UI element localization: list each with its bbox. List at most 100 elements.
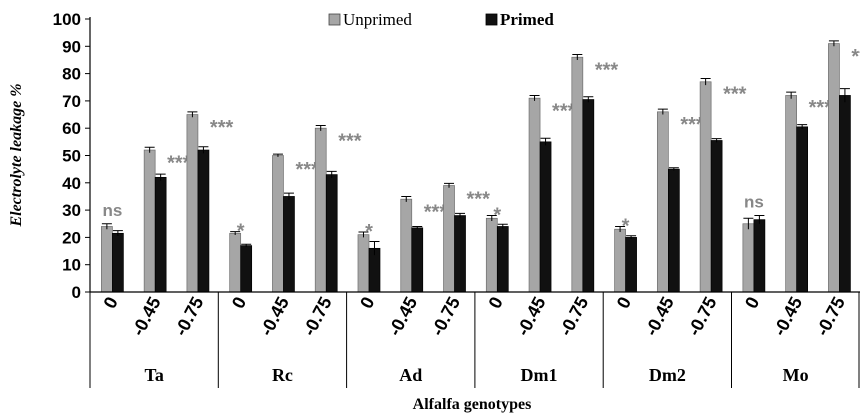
error-bar (754, 215, 765, 224)
legend-swatch-unprimed (328, 13, 341, 26)
level-tick-label: -0.45 (641, 293, 678, 339)
bar-primed (539, 141, 552, 293)
error-bar (700, 78, 711, 86)
error-bar (797, 124, 808, 130)
y-tick-label: 10 (62, 256, 81, 275)
level-tick-label: -0.75 (812, 293, 849, 339)
error-bar (112, 230, 123, 237)
error-bar (315, 124, 326, 131)
level-tick-label: 0 (484, 293, 506, 311)
error-bar (455, 212, 466, 218)
y-tick-label: 0 (72, 283, 81, 302)
bar-primed (325, 174, 338, 293)
bar-primed (454, 215, 466, 293)
level-tick-label: -0.45 (769, 293, 806, 339)
error-bar (529, 94, 540, 101)
bar-unprimed (143, 149, 156, 293)
error-bar (615, 225, 626, 232)
significance-label: *** (851, 46, 860, 68)
error-bar (198, 146, 209, 154)
error-bar (444, 182, 455, 188)
significance-label: *** (338, 130, 362, 152)
error-bar (711, 138, 722, 143)
bar-primed (625, 237, 637, 293)
error-bar (540, 137, 551, 146)
level-tick-label: -0.45 (513, 293, 550, 339)
legend-label-unprimed: Unprimed (343, 10, 412, 29)
level-tick-label: -0.75 (427, 293, 464, 339)
error-bar (101, 223, 112, 230)
level-tick-label: 0 (356, 293, 378, 311)
significance-label: *** (552, 100, 576, 122)
bar-primed (667, 168, 680, 293)
significance-label: * (365, 221, 373, 243)
error-bar (283, 192, 294, 200)
bar-primed (411, 227, 424, 293)
legend-label-primed: Primed (500, 10, 554, 29)
error-bar (230, 231, 241, 235)
level-tick-label: 0 (228, 293, 250, 311)
level-tick-label: -0.75 (299, 293, 336, 339)
bar-primed (112, 232, 124, 293)
level-tick-label: 0 (613, 293, 635, 311)
error-bar (786, 91, 797, 99)
error-bar (839, 88, 850, 103)
y-tick-label: 20 (62, 228, 81, 247)
significance-label: *** (210, 117, 234, 139)
bar-unprimed (571, 56, 584, 293)
genotype-label: Ad (399, 365, 422, 385)
y-tick-label: 70 (62, 92, 81, 111)
bar-unprimed (314, 127, 327, 293)
y-tick-label: 60 (62, 119, 81, 138)
genotype-label: Dm2 (649, 365, 686, 385)
y-tick-label: 30 (62, 201, 81, 220)
significance-label: ns (102, 201, 122, 220)
bar-primed (154, 176, 167, 293)
error-bar (187, 111, 198, 118)
y-tick-label: 40 (62, 174, 81, 193)
bar-unprimed (400, 198, 413, 293)
significance-label: *** (167, 152, 191, 174)
y-axis-label: Electrolyte leakage % (8, 83, 25, 227)
bar-unprimed (614, 228, 626, 293)
bar-unprimed (357, 234, 370, 293)
genotype-label: Dm1 (521, 365, 558, 385)
bar-primed (796, 126, 809, 293)
error-bar (583, 96, 594, 103)
genotype-label: Ta (144, 365, 163, 385)
error-bar (497, 223, 508, 229)
bar-primed (710, 140, 723, 293)
bar-primed (582, 99, 595, 293)
error-bar (155, 173, 166, 181)
error-bar (486, 215, 497, 222)
error-bar (369, 240, 380, 256)
significance-label: ns (744, 193, 764, 212)
error-bar (572, 53, 583, 60)
error-bar (412, 225, 423, 230)
bar-primed (753, 219, 766, 293)
level-tick-label: -0.75 (171, 293, 208, 339)
bar-unprimed (699, 81, 712, 293)
genotype-label: Rc (272, 365, 293, 385)
level-tick-label: -0.45 (256, 293, 293, 339)
bar-primed (839, 95, 851, 293)
error-bar (272, 153, 283, 157)
significance-label: *** (723, 84, 747, 106)
bar-unprimed (785, 95, 798, 293)
level-tick-label: 0 (100, 293, 122, 311)
error-bar (828, 40, 839, 47)
significance-label: * (237, 221, 245, 243)
significance-label: *** (595, 59, 619, 81)
genotype-label: Mo (783, 365, 809, 385)
bar-unprimed (272, 155, 284, 293)
significance-label: *** (424, 201, 448, 223)
level-tick-label: -0.75 (555, 293, 592, 339)
bar-unprimed (656, 111, 669, 293)
error-bar (626, 235, 637, 240)
y-tick-label: 90 (62, 37, 81, 56)
bar-primed (283, 196, 295, 293)
y-axis-ticks: 0 10 20 30 40 50 60 70 80 90 100 (53, 10, 91, 302)
bar-unprimed (101, 226, 113, 293)
